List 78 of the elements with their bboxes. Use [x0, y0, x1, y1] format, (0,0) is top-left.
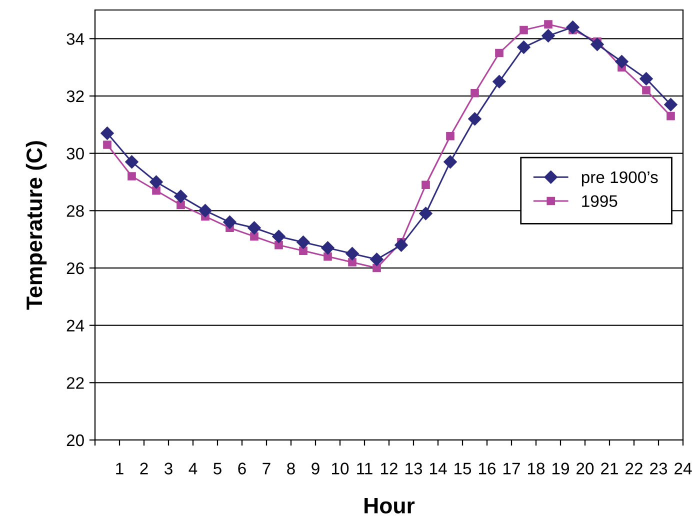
point — [100, 126, 114, 140]
x-tick-label: 19 — [552, 462, 569, 474]
point — [495, 48, 504, 58]
x-tick-label: 1 — [116, 462, 124, 474]
x-tick-label: 21 — [601, 462, 618, 474]
point — [176, 200, 185, 210]
point — [274, 240, 283, 250]
x-tick-label: 14 — [430, 462, 447, 474]
point — [664, 98, 678, 112]
y-tick-label: 28 — [66, 205, 84, 217]
point — [250, 232, 258, 241]
point — [103, 140, 112, 149]
x-tick-label: 7 — [262, 462, 270, 474]
point — [666, 112, 675, 120]
point — [348, 258, 356, 266]
point — [517, 40, 530, 54]
point — [152, 186, 160, 195]
point — [422, 180, 430, 190]
point — [470, 88, 479, 98]
point — [324, 252, 332, 261]
point — [542, 29, 555, 42]
point — [444, 155, 457, 169]
point — [150, 175, 163, 189]
point — [346, 247, 359, 260]
x-tick-label: 4 — [188, 462, 198, 474]
x-tick-label: 17 — [504, 462, 520, 474]
x-tick-label: 5 — [214, 462, 222, 474]
x-tick-label: 20 — [576, 462, 594, 474]
point — [468, 112, 482, 126]
point — [642, 86, 650, 94]
x-tick-label: 10 — [332, 462, 349, 474]
y-tick-label: 30 — [66, 148, 84, 160]
point — [125, 155, 138, 169]
legend-label: pre 1900’s — [582, 171, 658, 186]
x-tick-label: 2 — [140, 462, 148, 474]
x-tick-label: 8 — [287, 462, 295, 474]
point — [520, 26, 528, 34]
y-tick-label: 20 — [66, 434, 84, 446]
point — [446, 132, 454, 140]
point — [198, 204, 212, 218]
point — [370, 252, 384, 266]
y-tick-label: 24 — [66, 320, 84, 332]
point — [640, 72, 653, 86]
y-tick-label: 22 — [66, 377, 84, 389]
x-tick-label: 9 — [312, 462, 320, 474]
point — [492, 75, 506, 88]
point — [566, 20, 580, 34]
x-tick-label: 16 — [479, 462, 496, 474]
point — [272, 230, 286, 244]
x-tick-label: 22 — [626, 462, 642, 474]
x-tick-label: 3 — [164, 462, 172, 474]
y-axis-title: Temperature (C) — [26, 141, 47, 310]
x-tick-label: 6 — [238, 462, 246, 474]
x-tick-label: 11 — [357, 462, 372, 474]
legend-label: 1995 — [582, 195, 618, 208]
point — [615, 55, 628, 68]
point — [299, 246, 308, 255]
x-tick-label: 15 — [454, 462, 472, 474]
point — [248, 221, 261, 234]
x-axis-title: Hour — [364, 498, 415, 514]
point — [128, 172, 136, 180]
x-tick-label: 12 — [381, 462, 398, 474]
point — [419, 206, 432, 220]
x-tick-label: 23 — [650, 462, 668, 474]
point — [372, 264, 381, 272]
point — [174, 190, 188, 203]
x-tick-label: 24 — [674, 462, 692, 474]
y-tick-label: 34 — [66, 33, 84, 45]
y-tick-label: 26 — [66, 262, 84, 274]
point — [544, 20, 552, 28]
x-tick-label: 13 — [406, 462, 422, 474]
point — [321, 241, 334, 255]
point — [223, 216, 236, 229]
x-tick-label: 18 — [528, 462, 545, 474]
y-tick-label: 32 — [66, 90, 84, 102]
point — [590, 38, 604, 51]
point — [394, 238, 408, 252]
point — [296, 236, 310, 249]
